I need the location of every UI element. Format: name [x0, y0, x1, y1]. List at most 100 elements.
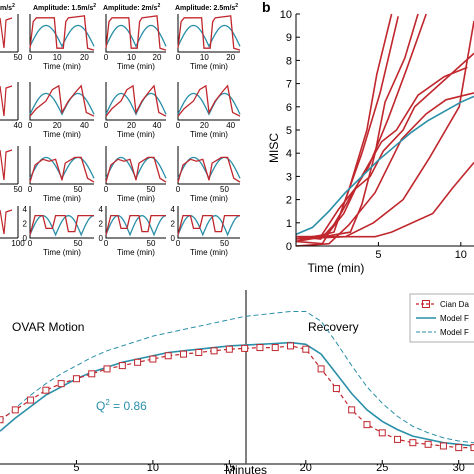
panel-a-xlabel: Time (min)	[190, 248, 228, 257]
panel-a-left-data	[0, 149, 13, 181]
panel-c-data-marker	[317, 365, 325, 373]
panel-b-subject-line-6	[295, 92, 474, 247]
panel-c-data-marker	[287, 342, 295, 350]
panel-b-ticks: 0 1 2 3 4 5 6 7 8 9 10 5 10	[280, 9, 467, 261]
q2-annotation: Q2 = 0.86	[96, 398, 147, 413]
panel-c-data-marker	[225, 345, 233, 353]
panel-c-ticks: 5 10 15 20 25 30	[73, 460, 465, 474]
panel-c-data-marker	[179, 350, 187, 358]
panel-a-xtick: 20	[127, 121, 136, 130]
panel-a-left-xtick: 100	[11, 239, 25, 248]
legend-label-model-dashed: Model F	[440, 328, 469, 337]
panel-a-xtick: 10	[53, 53, 62, 62]
panel-c-data-marker	[11, 406, 19, 414]
legend-marker-data	[422, 300, 430, 308]
panel-a-small-multiples: m/s2 Amplitude: 1.5m/s2 Amplitude: 2m/s2 Am…	[0, 3, 241, 257]
panel-c-ovar-chart: OVAR Motion Recovery Q2 = 0.86 5 10 15 20 25…	[0, 290, 474, 474]
panel-b-xlabel: Time (min)	[308, 261, 365, 275]
panel-a-xtick: 20	[53, 121, 62, 130]
panel-a-xtick: 50	[220, 239, 229, 248]
panel-c-data-marker	[332, 385, 340, 393]
panel-a-model-line	[177, 24, 241, 48]
panel-c-data-marker	[256, 344, 264, 352]
panel-a-xlabel: Time (min)	[43, 130, 81, 139]
panel-a-subplot-axes	[105, 82, 166, 121]
panel-a-subplot-axes	[177, 146, 240, 185]
panel-c-model-solid	[0, 341, 474, 447]
panel-b-subject-line-5	[295, 13, 393, 243]
panel-b-letter: b	[262, 0, 271, 15]
panel-c-xtick-label: 15	[223, 462, 235, 474]
panel-a-column-title: Amplitude: 2m/s2	[103, 3, 160, 12]
panel-b-xtick-label: 5	[375, 249, 381, 261]
panel-a-xtick: 50	[74, 185, 83, 194]
panel-a-subplot-axes	[105, 14, 166, 53]
panel-a-title-fragment: m/s2	[0, 3, 15, 12]
panel-a-left-data	[0, 209, 13, 235]
panel-a-ytick: 4	[23, 205, 28, 214]
panel-a-xlabel: Time (min)	[190, 130, 228, 139]
panel-a-model-line	[105, 214, 167, 237]
panel-a-model-line	[29, 24, 95, 48]
panel-b-ytick-label: 4	[286, 148, 292, 160]
panel-a-data-line	[29, 15, 95, 51]
panel-a-data-line	[105, 84, 167, 117]
panel-a-subplot-axes	[29, 206, 94, 239]
panel-a-xtick: 50	[74, 239, 83, 248]
panel-c-xtick-label: 25	[376, 462, 388, 474]
panel-a-subplot-axes	[177, 14, 240, 53]
panel-b-subject-line-1	[296, 52, 474, 238]
panel-a-xtick: 20	[153, 53, 162, 62]
panel-a-left-xtick: 50	[14, 53, 23, 62]
panel-c-data-marker	[42, 386, 50, 394]
panel-a-xtick: 0	[104, 53, 109, 62]
panel-c-data-marker	[88, 370, 96, 378]
legend-label-model-solid: Model F	[440, 314, 469, 323]
legend-label-data: Cian Da	[440, 300, 469, 309]
panel-a-xlabel: Time (min)	[190, 194, 228, 203]
panel-a-subplot-axes	[29, 82, 94, 121]
panel-a-left-data	[0, 17, 13, 49]
panel-c-data-marker	[470, 444, 474, 452]
panel-a-data-line	[105, 156, 167, 183]
panel-a-xlabel: Time (min)	[43, 62, 81, 71]
panel-a-xtick: 0	[176, 53, 181, 62]
panel-a-data-line	[105, 15, 167, 51]
panel-c-xtick-label: 30	[453, 462, 465, 474]
panel-a-xlabel: Time (min)	[117, 248, 155, 257]
panel-a-xlabel: Time (min)	[43, 248, 81, 257]
panel-c-model-dashed	[0, 311, 474, 444]
panel-c-data-marker	[378, 429, 386, 437]
panel-c-data-marker	[164, 352, 172, 360]
panel-a-subplot-axes	[105, 146, 166, 185]
panel-b-ylabel: MISC	[267, 133, 281, 163]
panel-a-subplot-axes	[177, 82, 240, 121]
panel-a-xtick: 0	[28, 239, 33, 248]
panel-c-xtick-label: 10	[147, 462, 159, 474]
panel-a-xtick: 50	[147, 239, 156, 248]
panel-a-subplot-axes	[177, 206, 240, 239]
panel-c-series	[0, 311, 474, 452]
panel-a-xtick: 10	[200, 53, 209, 62]
panel-c-data-marker	[134, 358, 142, 366]
panel-c-xtick-label: 20	[300, 462, 312, 474]
panel-c-data-marker	[439, 442, 447, 450]
panel-a-xtick: 10	[127, 53, 136, 62]
panel-c-data-marker	[27, 396, 35, 404]
panel-c-data-marker	[363, 421, 371, 429]
panel-c-data-marker	[302, 345, 310, 353]
panel-a-xtick: 0	[104, 185, 109, 194]
panel-c-xlabel: Minutes	[225, 463, 267, 474]
panel-c-data-marker	[348, 406, 356, 414]
panel-a-data-line	[177, 156, 241, 183]
panel-a-xtick: 20	[80, 53, 89, 62]
panel-a-left-data	[0, 85, 13, 117]
panel-b-ytick-label: 2	[286, 195, 292, 207]
panel-b-subject-line-9	[295, 13, 419, 243]
panel-a-xtick: 0	[176, 185, 181, 194]
panel-a-ytick: 0	[23, 234, 28, 243]
panel-a-ytick: 0	[99, 234, 104, 243]
panel-c-legend: Cian Da Model F Model F	[409, 293, 474, 343]
panel-a-subplot-axes	[105, 206, 166, 239]
